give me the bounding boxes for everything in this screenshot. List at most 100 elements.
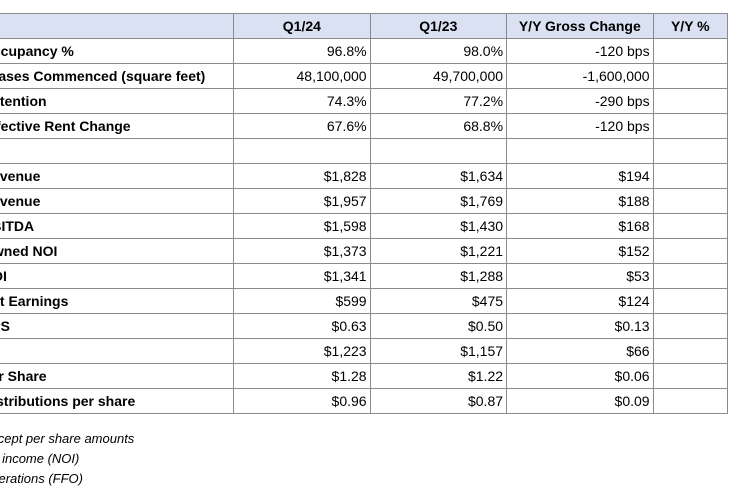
table-cell: $1.22	[369, 363, 508, 389]
table-row: Occupancy %96.8%98.0%-120 bps	[0, 38, 729, 64]
table-cell	[652, 188, 729, 214]
table-cell: $1,769	[369, 188, 508, 214]
table-cell	[652, 263, 729, 289]
row-label: Leases Commenced (square feet)	[0, 63, 235, 89]
header-label-column	[0, 13, 235, 39]
table-cell: $1,430	[369, 213, 508, 239]
table-cell: $0.87	[369, 388, 508, 414]
table-cell: $1,598	[233, 213, 371, 239]
table-cell	[652, 138, 729, 164]
table-cell	[652, 163, 729, 189]
footnote: ng income (NOI)	[0, 451, 80, 466]
table-cell	[652, 88, 729, 114]
table-cell: $152	[506, 238, 654, 264]
table-cell: $0.06	[506, 363, 654, 389]
table-cell: $599	[233, 288, 371, 314]
table-cell: 67.6%	[233, 113, 371, 139]
table-cell	[652, 238, 729, 264]
table-cell: $1,288	[369, 263, 508, 289]
table-row: Distributions per share$0.96$0.87$0.09	[0, 388, 729, 414]
header-q1-23: Q1/23	[369, 13, 508, 39]
row-label	[0, 138, 235, 164]
table-cell: $66	[506, 338, 654, 364]
table-cell: $194	[506, 163, 654, 189]
table-cell: $1,221	[369, 238, 508, 264]
table-row: Revenue$1,957$1,769$188	[0, 188, 729, 214]
table-cell: $1,223	[233, 338, 371, 364]
row-label: Occupancy %	[0, 38, 235, 64]
table-cell: 48,100,000	[233, 63, 371, 89]
table-cell: -120 bps	[506, 38, 654, 64]
table-cell	[652, 288, 729, 314]
row-label	[0, 338, 235, 364]
footnotes: except per share amounts ng income (NOI)…	[0, 429, 134, 489]
row-label: NOI	[0, 263, 235, 289]
row-label: EPS	[0, 313, 235, 339]
table-row: Net Earnings$599$475$124	[0, 288, 729, 314]
table-header-row: Q1/24 Q1/23 Y/Y Gross Change Y/Y %	[0, 13, 729, 39]
table-row: EPS$0.63$0.50$0.13	[0, 313, 729, 339]
table-row: EBITDA$1,598$1,430$168	[0, 213, 729, 239]
row-label: Revenue	[0, 163, 235, 189]
table-cell	[652, 363, 729, 389]
table-cell: $0.96	[233, 388, 371, 414]
header-yy-percent: Y/Y %	[652, 13, 729, 39]
table-cell	[506, 138, 654, 164]
table-cell	[652, 63, 729, 89]
table-cell: 74.3%	[233, 88, 371, 114]
table-cell: -1,600,000	[506, 63, 654, 89]
row-label: Effective Rent Change	[0, 113, 235, 139]
table-cell: $188	[506, 188, 654, 214]
row-label: Revenue	[0, 188, 235, 214]
table-cell	[652, 113, 729, 139]
table-cell: $1,634	[369, 163, 508, 189]
table-cell: $168	[506, 213, 654, 239]
table-row: Revenue$1,828$1,634$194	[0, 163, 729, 189]
table-cell: $475	[369, 288, 508, 314]
row-label: per Share	[0, 363, 235, 389]
header-q1-24: Q1/24	[233, 13, 371, 39]
footnote: operations (FFO)	[0, 471, 83, 486]
row-label: Owned NOI	[0, 238, 235, 264]
table-row: $1,223 $1,157 $66	[0, 338, 729, 364]
table-cell: $1,373	[233, 238, 371, 264]
table-cell: 49,700,000	[369, 63, 508, 89]
header-yy-gross-change: Y/Y Gross Change	[506, 13, 654, 39]
financial-summary-table: Q1/24 Q1/23 Y/Y Gross Change Y/Y % Occup…	[0, 13, 729, 414]
table-cell: $0.13	[506, 313, 654, 339]
table-cell: 77.2%	[369, 88, 508, 114]
table-cell: $124	[506, 288, 654, 314]
table-cell: -120 bps	[506, 113, 654, 139]
row-label: EBITDA	[0, 213, 235, 239]
table-cell: $1,828	[233, 163, 371, 189]
table-cell: $0.50	[369, 313, 508, 339]
table-cell	[652, 38, 729, 64]
table-row: per Share$1.28$1.22$0.06	[0, 363, 729, 389]
table-cell: 96.8%	[233, 38, 371, 64]
table-cell: $1,157	[369, 338, 508, 364]
table-cell	[652, 313, 729, 339]
table-cell	[652, 338, 729, 364]
table-row: Leases Commenced (square feet) 48,100,000…	[0, 63, 729, 89]
table-cell: $1,341	[233, 263, 371, 289]
table-cell: $1.28	[233, 363, 371, 389]
table-cell	[652, 213, 729, 239]
table-cell: -290 bps	[506, 88, 654, 114]
table-cell	[652, 388, 729, 414]
table-cell: $53	[506, 263, 654, 289]
footnote: except per share amounts	[0, 431, 135, 446]
table-row: NOI$1,341$1,288$53	[0, 263, 729, 289]
table-cell: 98.0%	[369, 38, 508, 64]
table-row: Owned NOI$1,373$1,221$152	[0, 238, 729, 264]
table-cell: 68.8%	[369, 113, 508, 139]
table-cell	[233, 138, 371, 164]
row-label: Net Earnings	[0, 288, 235, 314]
table-cell: $0.09	[506, 388, 654, 414]
row-label: Distributions per share	[0, 388, 235, 414]
table-cell: $0.63	[233, 313, 371, 339]
table-row	[0, 138, 729, 164]
table-cell: $1,957	[233, 188, 371, 214]
table-cell	[369, 138, 508, 164]
row-label: Retention	[0, 88, 235, 114]
